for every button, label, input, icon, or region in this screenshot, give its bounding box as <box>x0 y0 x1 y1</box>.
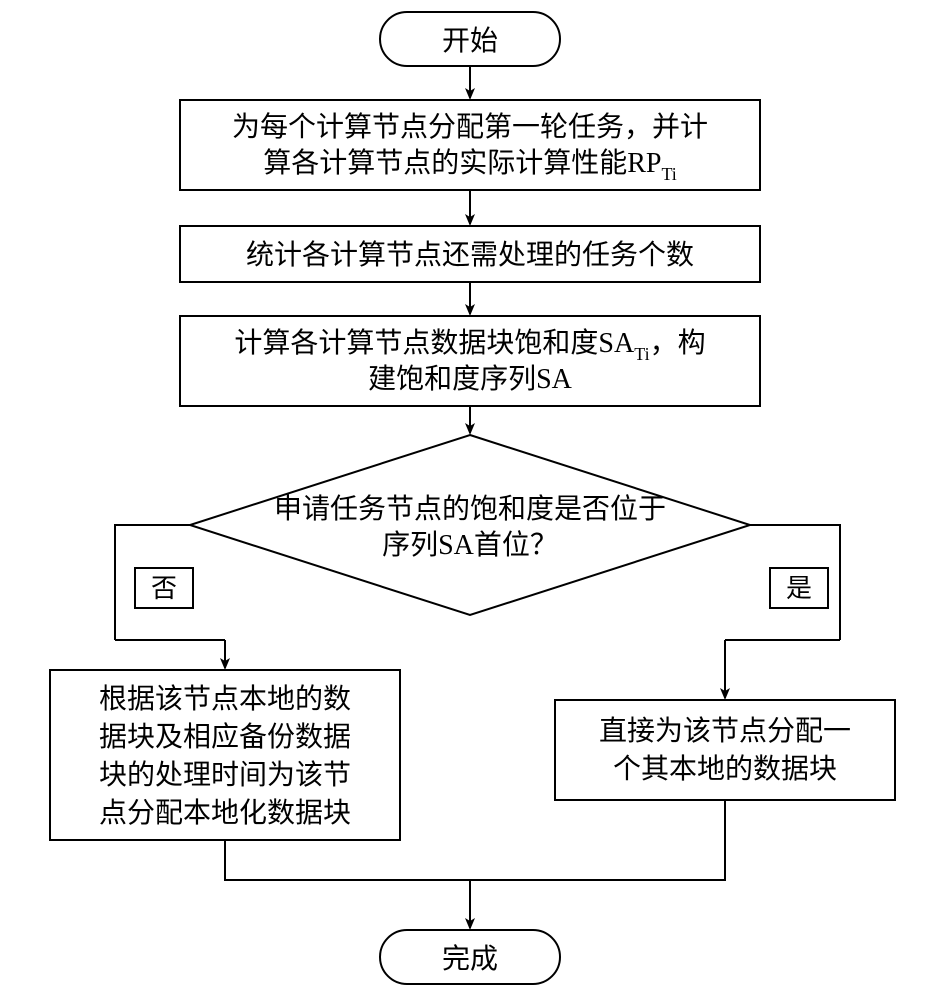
right-line1: 直接为该节点分配一 <box>599 715 851 747</box>
decision-line1: 申请任务节点的饱和度是否位于 <box>274 493 666 525</box>
start-label: 开始 <box>442 25 498 57</box>
step1-line1: 为每个计算节点分配第一轮任务，并计 <box>232 111 708 143</box>
step3-line2: 建饱和度序列SA <box>368 363 573 395</box>
left-line1: 根据该节点本地的数 <box>99 683 351 715</box>
right-result-box <box>555 700 895 800</box>
edge-left-merge <box>225 840 470 880</box>
decision-diamond <box>190 435 750 615</box>
step1-line2: 算各计算节点的实际计算性能RPTi <box>263 147 677 184</box>
left-line4: 点分配本地化数据块 <box>99 797 351 829</box>
branch-yes-label: 是 <box>786 574 812 603</box>
branch-no-label: 否 <box>151 574 177 603</box>
end-label: 完成 <box>442 943 498 975</box>
right-line2: 个其本地的数据块 <box>613 753 837 785</box>
flowchart-diagram: 开始 为每个计算节点分配第一轮任务，并计 算各计算节点的实际计算性能RPTi 统… <box>0 0 939 1000</box>
step2-line1: 统计各计算节点还需处理的任务个数 <box>246 239 694 271</box>
edge-right-merge <box>470 800 725 880</box>
left-line2: 据块及相应备份数据 <box>99 721 351 753</box>
decision-line2: 序列SA首位？ <box>382 529 558 561</box>
left-line3: 块的处理时间为该节 <box>99 759 351 791</box>
